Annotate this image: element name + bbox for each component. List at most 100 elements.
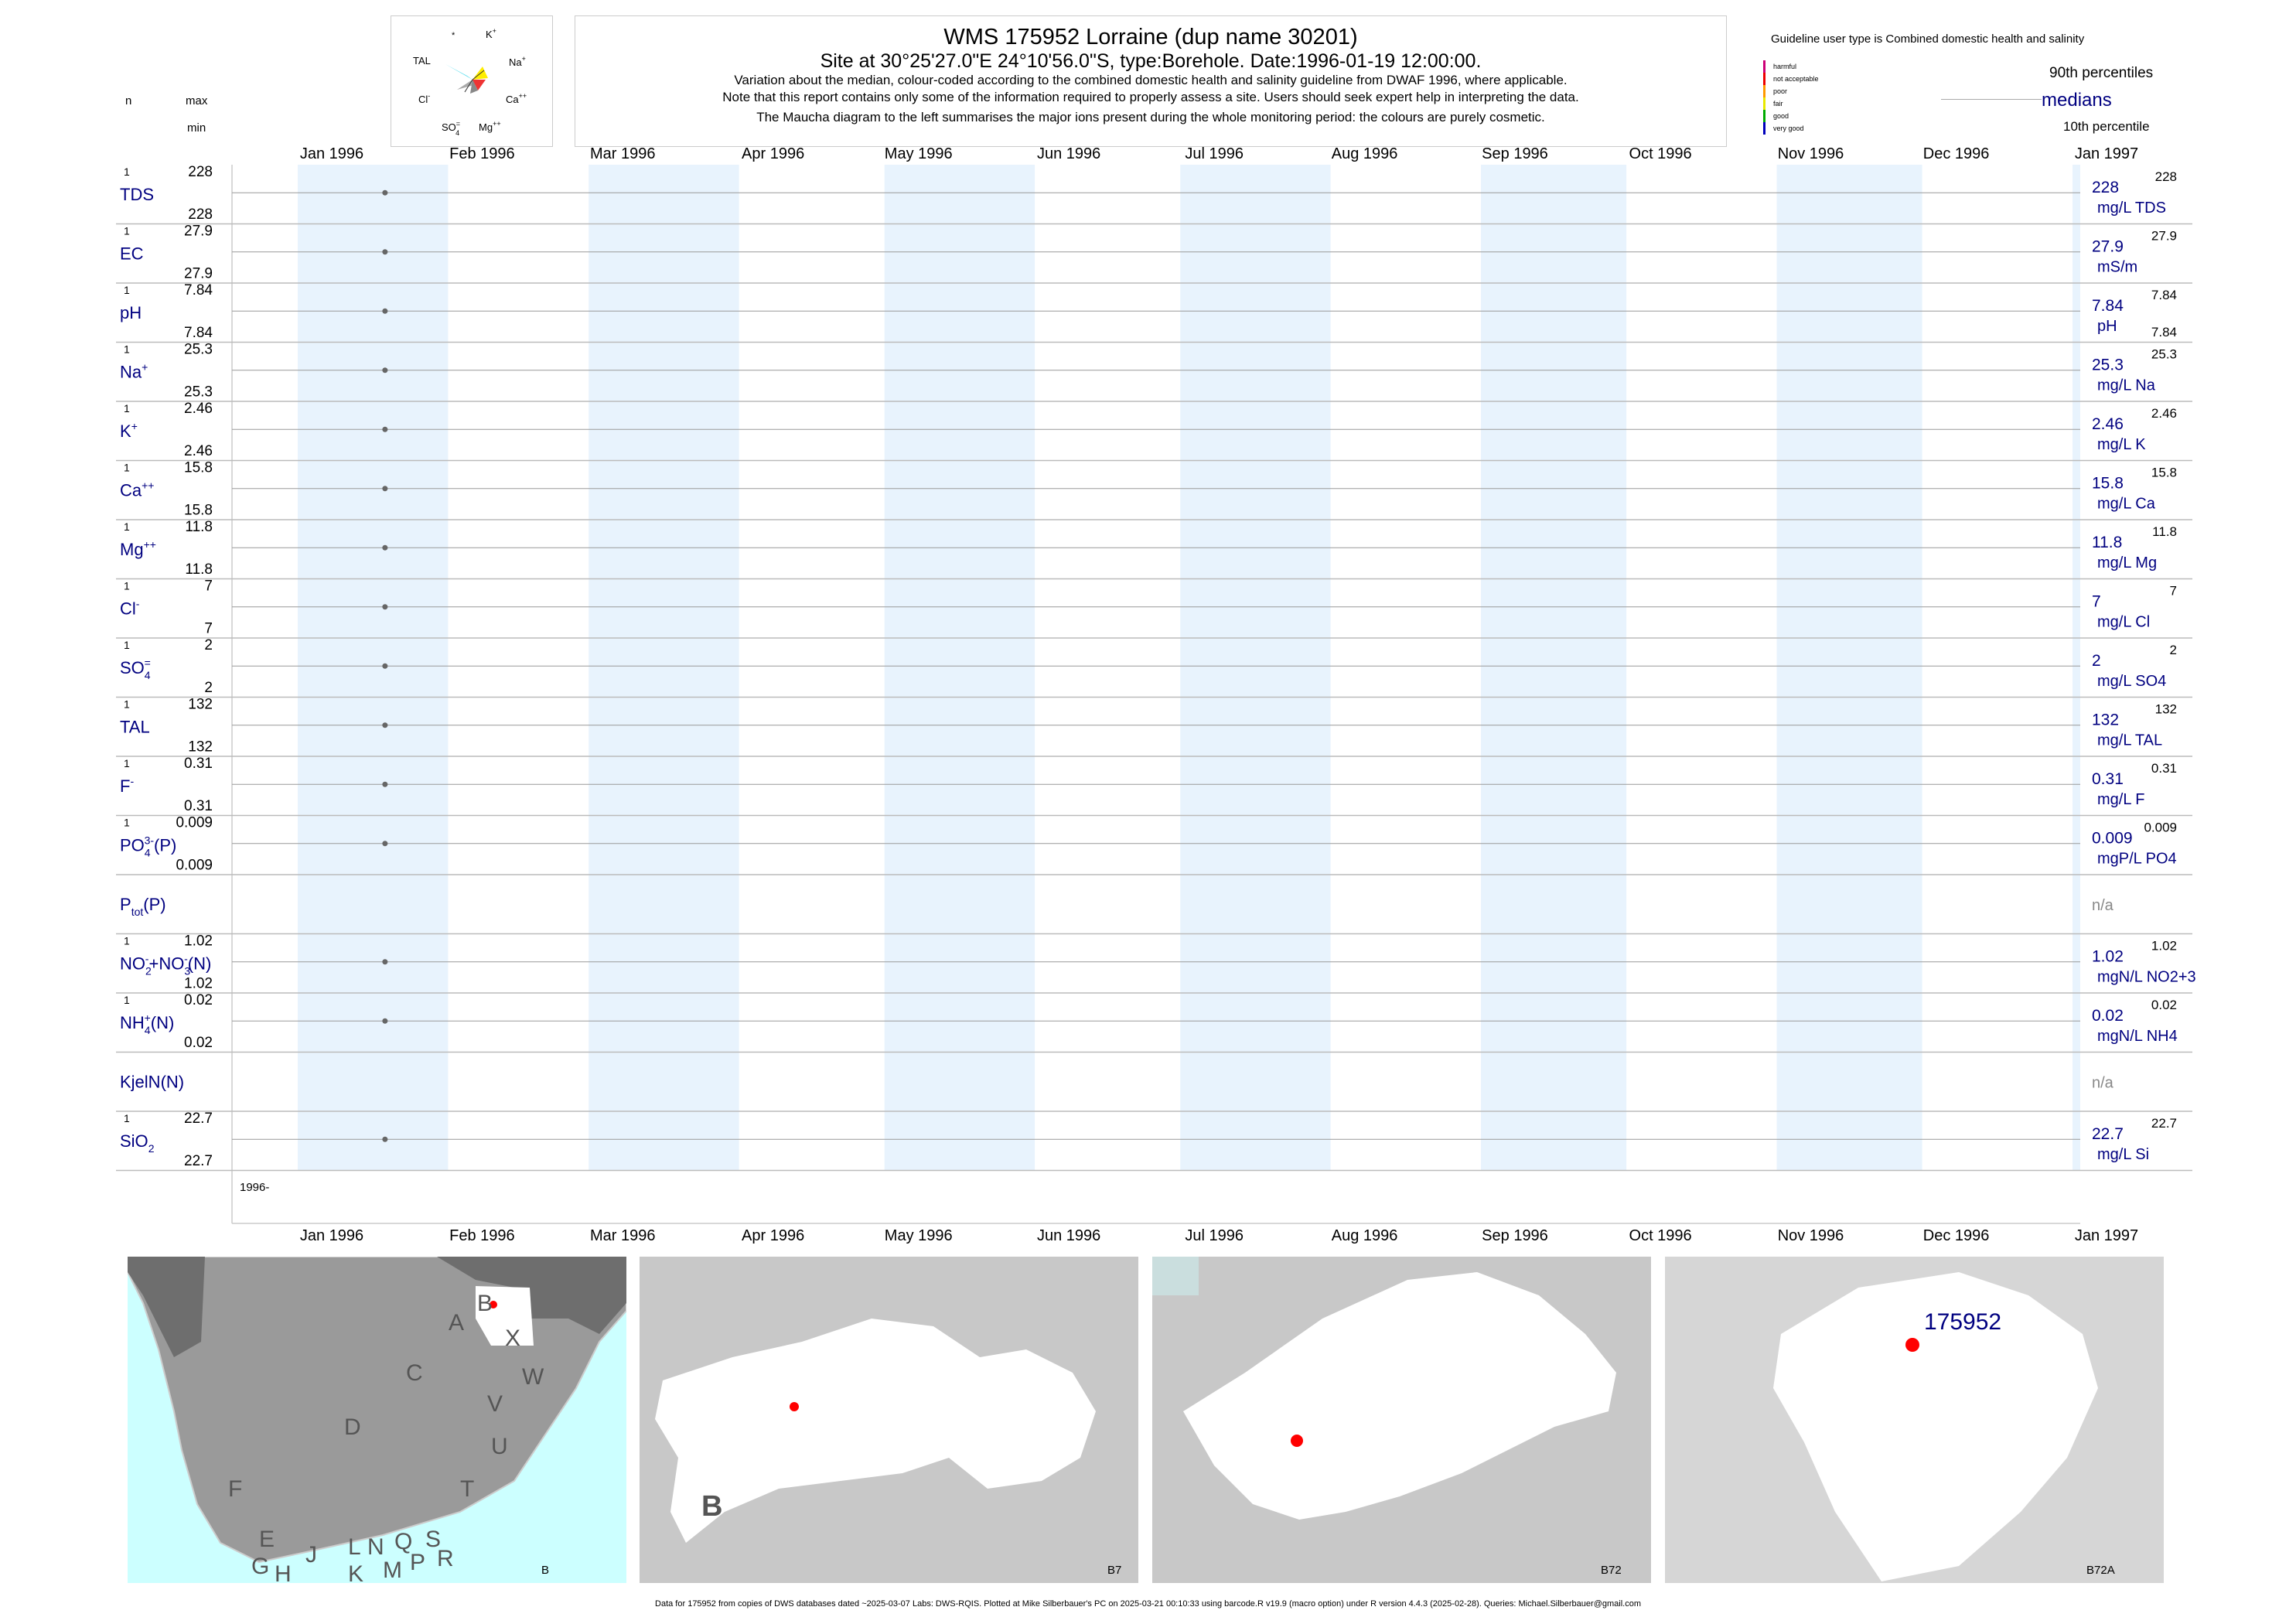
year-label: 1996-	[240, 1181, 269, 1194]
panel-5: Ca++ 1 15.8 15.8 15.8 mg/L Ca 15.8	[116, 460, 2192, 520]
param-label: SiO2	[120, 1131, 155, 1155]
sample-point	[382, 189, 388, 196]
report-header: WMS 175952 Lorraine (dup name 30201) Sit…	[575, 15, 1727, 147]
median-value: 1.02	[2092, 948, 2124, 966]
guideline-class-label: harmful	[1773, 63, 1797, 70]
median-value: 2	[2092, 652, 2101, 670]
min-value: 1.02	[184, 976, 213, 992]
maucha-k-label: K+	[486, 27, 496, 40]
report-note-3: The Maucha diagram to the left summarise…	[756, 110, 1545, 125]
x-tick-label-bottom: Jun 1996	[1037, 1227, 1100, 1244]
p90-value: 132	[2155, 702, 2177, 717]
maucha-cl-label: Cl-	[418, 92, 430, 105]
column-head-max: max	[186, 94, 208, 107]
region-label: V	[487, 1391, 503, 1417]
p90-value: 25.3	[2151, 347, 2177, 362]
panel-2: pH 1 7.84 7.84 7.84 pH 7.84 7.84	[116, 282, 2192, 343]
month-band	[1481, 165, 1627, 1171]
p90-value: 7	[2170, 584, 2177, 599]
guideline-swatch	[1763, 97, 1765, 110]
n-value: 1	[124, 402, 130, 415]
param-label: Na+	[120, 361, 148, 382]
region-label: B	[477, 1291, 493, 1316]
maucha-tal-segment	[445, 64, 473, 80]
median-legend-line	[1941, 99, 2042, 100]
guideline-swatch	[1763, 85, 1765, 97]
panel-9: TAL 1 132 132 132 mg/L TAL 132	[116, 697, 2192, 757]
barcode-chart: Jan 1996 Feb 1996 Mar 1996 Apr 1996 May 1996…	[116, 145, 2196, 1244]
site-marker-3	[1291, 1435, 1303, 1447]
column-head-min: min	[187, 121, 206, 135]
panel-0: TDS 1 228 228 228 mg/L TDS 228	[116, 164, 2192, 225]
p10-value: 7.84	[2151, 325, 2177, 339]
min-value: 2.46	[184, 443, 213, 459]
panel-1: EC 1 27.9 27.9 27.9 mS/m 27.9	[116, 223, 2192, 284]
x-tick-label-bottom: Sep 1996	[1482, 1227, 1548, 1244]
map-b72-svg: B72	[1152, 1257, 1622, 1577]
region-label: E	[259, 1527, 275, 1552]
max-value: 2	[204, 637, 213, 653]
region-label: X	[505, 1325, 520, 1351]
maucha-tal-label: TAL	[413, 55, 431, 67]
p90-value: 228	[2155, 169, 2177, 184]
guideline-title: Guideline user type is Combined domestic…	[1771, 32, 2085, 46]
column-head-n: n	[125, 94, 132, 107]
param-label: PO43-(P)	[120, 834, 176, 859]
x-tick-label-top: Sep 1996	[1482, 145, 1548, 162]
x-tick-label-top: Jan 1997	[2075, 145, 2138, 162]
region-label: P	[410, 1550, 425, 1575]
x-tick-label-bottom: Jan 1996	[300, 1227, 363, 1244]
p90-value: 2.46	[2151, 406, 2177, 421]
region-label: N	[367, 1534, 384, 1560]
panel-6: Mg++ 1 11.8 11.8 11.8 mg/L Mg 11.8	[116, 519, 2192, 580]
guideline-swatch	[1763, 122, 1765, 135]
region-label: K	[348, 1561, 363, 1583]
max-value: 2.46	[184, 401, 213, 417]
region-label: F	[228, 1476, 242, 1502]
region-label: U	[491, 1434, 508, 1459]
median-value: 11.8	[2092, 534, 2122, 551]
panel-3: Na+ 1 25.3 25.3 25.3 mg/L Na 25.3	[116, 342, 2192, 402]
x-tick-label-top: Jan 1996	[300, 145, 363, 162]
unit-label: mg/L TDS	[2097, 200, 2166, 217]
month-band	[884, 165, 1035, 1171]
min-value: 25.3	[184, 384, 213, 401]
region-label: J	[305, 1542, 317, 1568]
unit-label: mS/m	[2097, 259, 2137, 276]
guideline-class-1: not acceptable	[1763, 73, 1819, 85]
x-tick-label-bottom: Feb 1996	[449, 1227, 515, 1244]
median-value: 2.46	[2092, 415, 2124, 433]
param-label: EC	[120, 244, 144, 264]
sample-point	[382, 781, 388, 787]
param-label: KjelN(N)	[120, 1073, 184, 1092]
param-label: Cl-	[120, 598, 140, 619]
region-label: R	[437, 1546, 454, 1571]
median-value: n/a	[2092, 897, 2114, 914]
n-value: 1	[124, 343, 130, 356]
min-value: 228	[188, 206, 213, 223]
guideline-class-label: not acceptable	[1773, 75, 1819, 83]
x-axis-top: Jan 1996 Feb 1996 Mar 1996 Apr 1996 May 1996…	[300, 145, 2138, 162]
min-value: 2	[204, 680, 213, 696]
unit-label: mg/L TAL	[2097, 732, 2162, 749]
guideline-legend: harmful not acceptable poor fair good very go…	[1763, 60, 1819, 135]
min-value: 27.9	[184, 266, 213, 282]
report-note-2: Note that this report contains only some…	[722, 90, 1579, 104]
map-b72a: 175952 B72A	[1665, 1257, 2164, 1583]
median-value: 0.31	[2092, 770, 2124, 788]
param-label: NO2-+NO3-(N)	[120, 953, 211, 977]
max-value: 7	[204, 578, 213, 595]
sample-point	[382, 722, 388, 728]
parameter-panels: TDS 1 228 228 228 mg/L TDS 228 EC 1 27.9 27.9 27.9 m…	[116, 164, 2196, 1224]
region-label: L	[348, 1534, 361, 1560]
param-label: NH4+(N)	[120, 1012, 174, 1036]
site-marker-4	[1905, 1338, 1919, 1352]
guideline-class-0: harmful	[1763, 60, 1819, 73]
guideline-classes: harmful not acceptable poor fair good very go…	[1763, 60, 1819, 135]
param-label: Ca++	[120, 479, 154, 500]
panel-13: NO2-+NO3-(N) 1 1.02 1.02 1.02 mgN/L NO2+3 1.02	[116, 933, 2196, 994]
region-label: T	[460, 1476, 474, 1502]
sample-point	[382, 367, 388, 374]
site-id-label: 175952	[1924, 1309, 2001, 1335]
